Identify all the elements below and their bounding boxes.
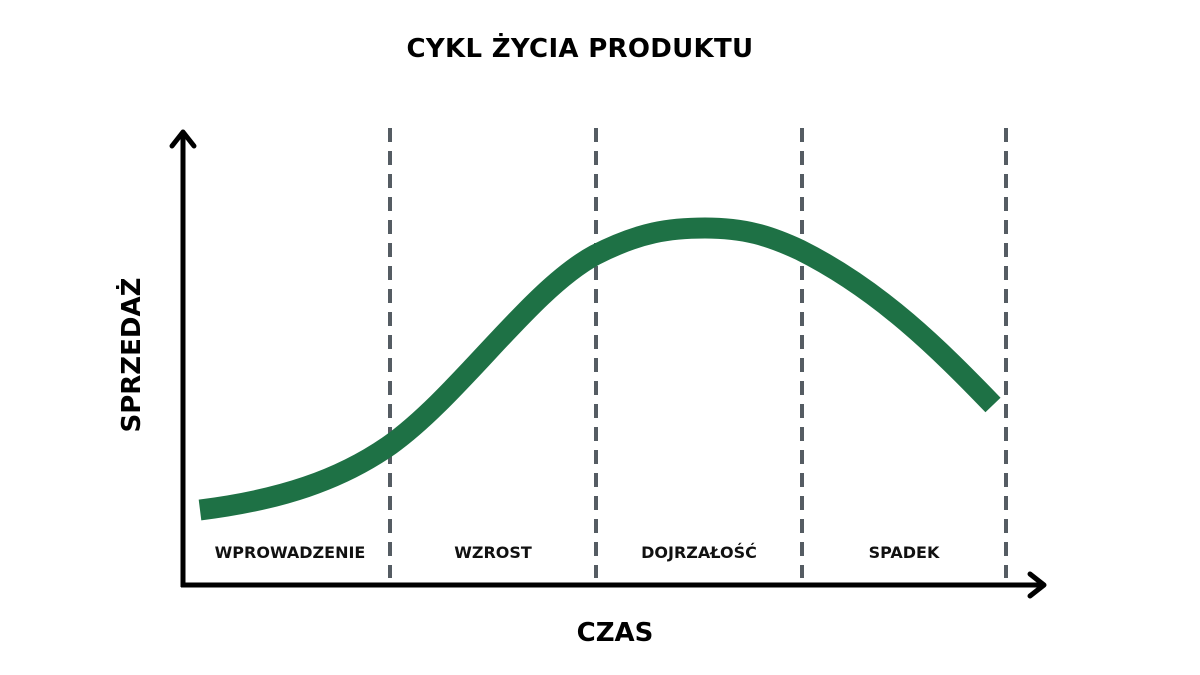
y-axis-label: SPRZEDAŻ xyxy=(117,277,147,433)
diagram-title: CYKL ŻYCIA PRODUKTU xyxy=(406,34,754,64)
stage-label-growth: WZROST xyxy=(454,543,532,562)
x-axis-label: CZAS xyxy=(576,618,654,648)
stage-label-decline: SPADEK xyxy=(868,543,940,562)
stage-label-introduction: WPROWADZENIE xyxy=(214,543,366,562)
stage-dividers xyxy=(388,128,1008,578)
x-axis-arrow-icon xyxy=(1027,571,1047,599)
y-axis-arrow-icon xyxy=(169,129,197,149)
axes xyxy=(169,129,1047,599)
sales-curve xyxy=(198,217,1001,521)
stage-label-maturity: DOJRZAŁOŚĆ xyxy=(641,543,757,562)
